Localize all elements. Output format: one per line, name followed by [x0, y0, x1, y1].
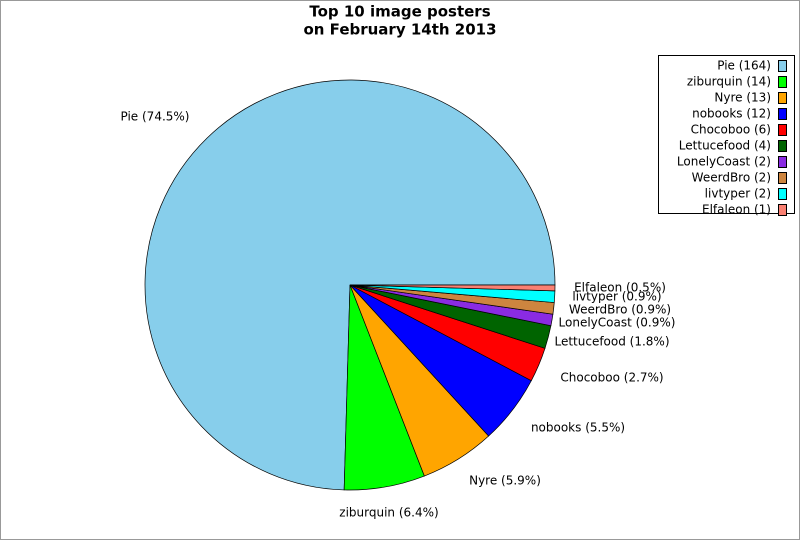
slice-label: Chocoboo (2.7%): [560, 371, 663, 385]
legend-box: [658, 55, 795, 214]
slice-label: ziburquin (6.4%): [339, 506, 438, 520]
legend-label: LonelyCoast (2): [677, 155, 771, 169]
legend-label: nobooks (12): [692, 107, 771, 121]
legend-swatch: [778, 108, 787, 120]
legend-swatch: [778, 60, 787, 72]
chart-title: on February 14th 2013: [303, 21, 496, 39]
pie-slice: [349, 284, 556, 292]
legend-swatch: [778, 124, 787, 136]
legend-label: ziburquin (14): [687, 75, 771, 89]
slice-label: LonelyCoast (0.9%): [559, 316, 676, 330]
legend-swatch: [778, 156, 787, 168]
legend-swatch: [778, 188, 787, 200]
slice-label: WeerdBro (0.9%): [569, 303, 671, 317]
legend-swatch: [778, 204, 787, 216]
slice-label: nobooks (5.5%): [531, 421, 625, 435]
slice-label: Nyre (5.9%): [469, 474, 541, 488]
legend-label: WeerdBro (2): [692, 171, 771, 185]
legend-label: Nyre (13): [714, 91, 771, 105]
slice-label: Pie (74.5%): [121, 110, 190, 124]
legend-swatch: [778, 140, 787, 152]
legend-label: Chocoboo (6): [691, 123, 771, 137]
slice-label: Elfaleon (0.5%): [574, 281, 666, 295]
legend-swatch: [778, 76, 787, 88]
legend-swatch: [778, 172, 787, 184]
legend-label: Elfaleon (1): [702, 203, 771, 217]
legend-label: Lettucefood (4): [679, 139, 771, 153]
legend-swatch: [778, 92, 787, 104]
slice-label: livtyper (0.9%): [572, 290, 661, 304]
slice-label: Lettucefood (1.8%): [554, 335, 669, 349]
legend-label: livtyper (2): [705, 187, 771, 201]
legend-label: Pie (164): [717, 59, 771, 73]
chart-title: Top 10 image posters: [309, 3, 490, 21]
